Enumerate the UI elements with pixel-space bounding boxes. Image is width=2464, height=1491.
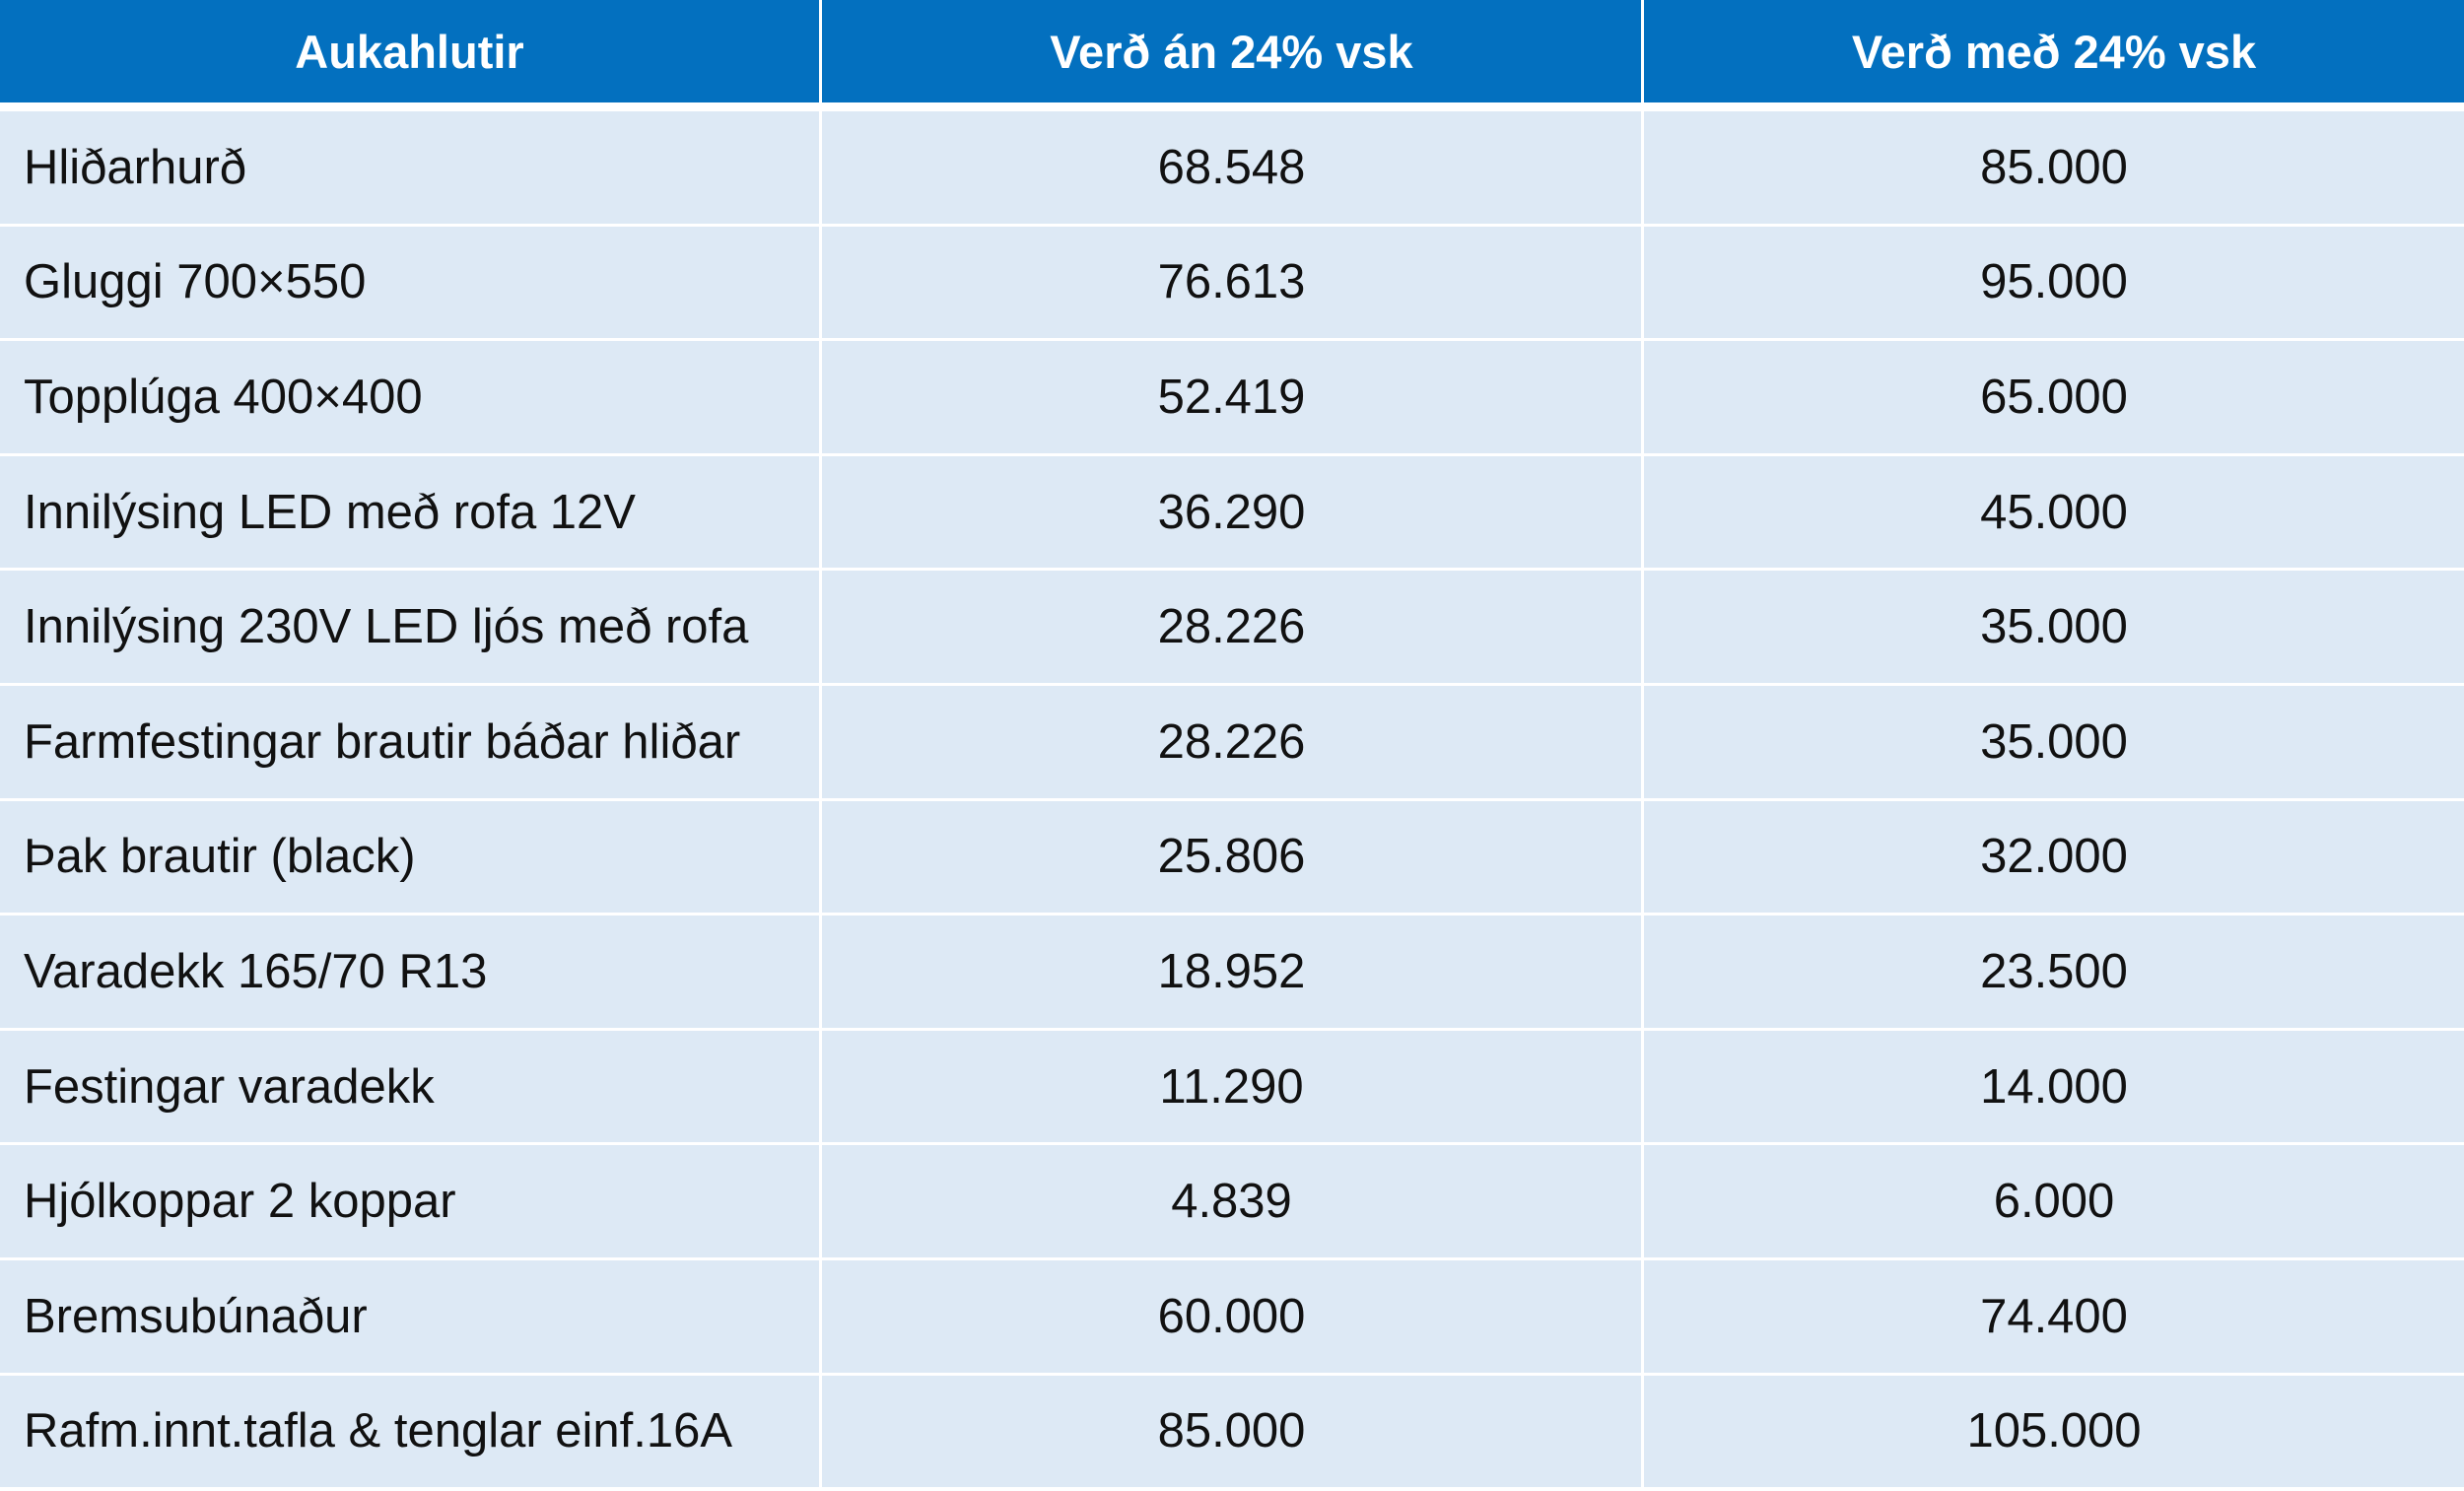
- row-4-price-ex-vat: 36.290: [822, 455, 1644, 572]
- row-3-price-inc-vat: 65.000: [1644, 341, 2464, 456]
- header-accessory: Aukahlutir: [0, 0, 822, 111]
- row-11-item: Bremsubúnaður: [0, 1259, 822, 1376]
- row-7-price-inc-vat: 32.000: [1644, 800, 2464, 916]
- row-11-price-ex-vat: 60.000: [822, 1259, 1644, 1376]
- row-2-price-inc-vat: 95.000: [1644, 226, 2464, 342]
- row-8-item: Varadekk 165/70 R13: [0, 915, 822, 1031]
- row-7-item: Þak brautir (black): [0, 800, 822, 916]
- row-4-price-inc-vat: 45.000: [1644, 455, 2464, 572]
- row-2-price-ex-vat: 76.613: [822, 226, 1644, 342]
- row-12-price-ex-vat: 85.000: [822, 1375, 1644, 1491]
- row-11-price-inc-vat: 74.400: [1644, 1259, 2464, 1376]
- row-6-price-inc-vat: 35.000: [1644, 685, 2464, 801]
- row-10-price-inc-vat: 6.000: [1644, 1145, 2464, 1260]
- row-6-price-ex-vat: 28.226: [822, 685, 1644, 801]
- row-5-item: Innilýsing 230V LED ljós með rofa: [0, 571, 822, 686]
- row-12-item: Rafm.innt.tafla & tenglar einf.16A: [0, 1375, 822, 1491]
- row-8-price-inc-vat: 23.500: [1644, 915, 2464, 1031]
- row-3-item: Topplúga 400×400: [0, 341, 822, 456]
- row-12-price-inc-vat: 105.000: [1644, 1375, 2464, 1491]
- row-6-item: Farmfestingar brautir báðar hliðar: [0, 685, 822, 801]
- row-4-item: Innilýsing LED með rofa 12V: [0, 455, 822, 572]
- row-10-item: Hjólkoppar 2 koppar: [0, 1145, 822, 1260]
- row-1-price-ex-vat: 68.548: [822, 111, 1644, 227]
- row-8-price-ex-vat: 18.952: [822, 915, 1644, 1031]
- header-price-inc-vat: Verð með 24% vsk: [1644, 0, 2464, 111]
- row-7-price-ex-vat: 25.806: [822, 800, 1644, 916]
- row-1-item: Hliðarhurð: [0, 111, 822, 227]
- row-9-price-inc-vat: 14.000: [1644, 1030, 2464, 1146]
- row-9-item: Festingar varadekk: [0, 1030, 822, 1146]
- row-3-price-ex-vat: 52.419: [822, 341, 1644, 456]
- row-9-price-ex-vat: 11.290: [822, 1030, 1644, 1146]
- row-5-price-inc-vat: 35.000: [1644, 571, 2464, 686]
- row-5-price-ex-vat: 28.226: [822, 571, 1644, 686]
- header-price-ex-vat: Verð án 24% vsk: [822, 0, 1644, 111]
- row-2-item: Gluggi 700×550: [0, 226, 822, 342]
- row-1-price-inc-vat: 85.000: [1644, 111, 2464, 227]
- row-10-price-ex-vat: 4.839: [822, 1145, 1644, 1260]
